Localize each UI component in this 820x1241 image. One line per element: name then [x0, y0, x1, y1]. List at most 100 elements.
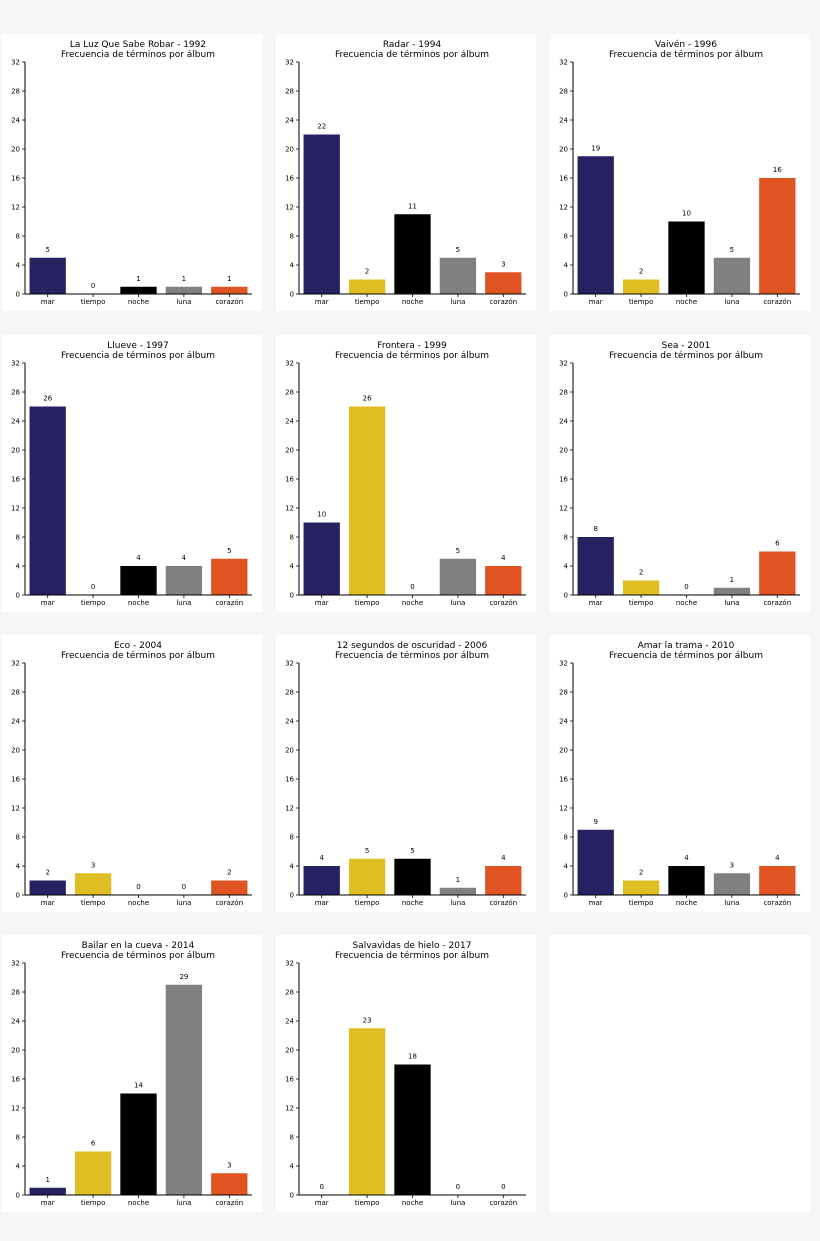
bar-coraz-n: [759, 178, 796, 294]
value-label-coraz-n: 0: [501, 1183, 505, 1191]
y-tick-label: 24: [285, 117, 294, 125]
y-tick-label: 12: [559, 805, 568, 813]
bar-tiempo: [74, 873, 112, 895]
y-tick-label: 24: [11, 418, 20, 426]
value-label-noche: 5: [410, 847, 414, 855]
x-tick-label-coraz-n: corazón: [763, 298, 791, 306]
value-label-noche: 4: [136, 554, 141, 562]
bar-tiempo: [622, 580, 660, 595]
chart-title: Salvavidas de hielo - 2017: [353, 941, 472, 951]
y-tick-label: 24: [559, 718, 568, 726]
x-tick-label-luna: luna: [176, 899, 191, 907]
value-label-coraz-n: 2: [227, 869, 231, 877]
bar-mar: [303, 866, 340, 895]
bar-coraz-n: [485, 866, 522, 895]
y-tick-label: 20: [11, 146, 20, 154]
y-tick-label: 16: [11, 476, 20, 484]
value-label-coraz-n: 5: [227, 547, 231, 555]
y-tick-label: 20: [559, 447, 568, 455]
bar-mar: [577, 829, 614, 895]
y-tick-label: 4: [564, 262, 569, 270]
value-label-coraz-n: 4: [775, 854, 780, 862]
y-tick-label: 4: [16, 262, 21, 270]
x-tick-label-mar: mar: [589, 298, 603, 306]
x-tick-label-luna: luna: [724, 899, 739, 907]
y-tick-label: 20: [285, 1047, 294, 1055]
bar-luna: [165, 286, 203, 294]
y-tick-label: 20: [559, 146, 568, 154]
value-label-mar: 4: [319, 854, 324, 862]
value-label-coraz-n: 16: [773, 166, 782, 174]
value-label-luna: 5: [730, 246, 734, 254]
y-tick-label: 8: [16, 834, 20, 842]
y-tick-label: 20: [11, 747, 20, 755]
value-label-tiempo: 2: [639, 869, 643, 877]
value-label-noche: 4: [684, 854, 689, 862]
x-tick-label-luna: luna: [724, 298, 739, 306]
y-tick-label: 32: [11, 360, 20, 368]
value-label-mar: 26: [43, 395, 52, 403]
y-tick-label: 28: [11, 989, 20, 997]
bar-mar: [303, 522, 340, 595]
y-tick-label: 4: [290, 863, 295, 871]
x-tick-label-coraz-n: corazón: [763, 899, 791, 907]
x-tick-label-mar: mar: [315, 899, 329, 907]
y-tick-label: 0: [16, 892, 20, 900]
y-tick-label: 20: [285, 146, 294, 154]
value-label-tiempo: 2: [639, 569, 643, 577]
y-tick-label: 20: [559, 747, 568, 755]
value-label-coraz-n: 1: [227, 275, 231, 283]
x-tick-label-noche: noche: [676, 599, 697, 607]
chart-title: Vaivén - 1996: [655, 39, 717, 50]
bar-mar: [577, 537, 614, 595]
y-tick-label: 16: [11, 1076, 20, 1084]
chart-subtitle: Frecuencia de términos por álbum: [61, 650, 215, 661]
y-tick-label: 24: [559, 418, 568, 426]
value-label-mar: 19: [591, 144, 600, 152]
value-label-luna: 3: [730, 861, 734, 869]
value-label-luna: 29: [179, 973, 188, 981]
x-tick-label-tiempo: tiempo: [629, 298, 654, 306]
x-tick-label-noche: noche: [128, 899, 149, 907]
y-tick-label: 28: [285, 989, 294, 997]
y-tick-label: 28: [559, 689, 568, 697]
x-tick-label-luna: luna: [450, 1199, 465, 1207]
value-label-noche: 14: [134, 1082, 143, 1090]
value-label-luna: 4: [182, 554, 187, 562]
x-tick-label-mar: mar: [41, 1199, 55, 1207]
value-label-noche: 1: [136, 275, 140, 283]
y-tick-label: 0: [290, 291, 294, 299]
x-tick-label-tiempo: tiempo: [81, 298, 106, 306]
value-label-noche: 0: [684, 583, 688, 591]
x-tick-label-mar: mar: [315, 298, 329, 306]
x-tick-label-tiempo: tiempo: [355, 899, 380, 907]
y-tick-label: 12: [285, 805, 294, 813]
x-tick-label-luna: luna: [450, 899, 465, 907]
x-tick-label-tiempo: tiempo: [81, 899, 106, 907]
y-tick-label: 32: [285, 660, 294, 668]
x-tick-label-mar: mar: [589, 599, 603, 607]
bar-luna: [439, 558, 477, 595]
value-label-coraz-n: 3: [227, 1161, 231, 1169]
bar-mar: [303, 134, 340, 294]
chart-subtitle: Frecuencia de términos por álbum: [335, 49, 489, 60]
y-tick-label: 28: [559, 88, 568, 96]
y-tick-label: 8: [290, 834, 294, 842]
y-tick-label: 32: [11, 960, 20, 968]
x-tick-label-mar: mar: [315, 599, 329, 607]
y-tick-label: 20: [285, 747, 294, 755]
y-tick-label: 32: [11, 59, 20, 67]
y-tick-label: 4: [564, 863, 569, 871]
x-tick-label-tiempo: tiempo: [81, 1199, 106, 1207]
x-tick-label-coraz-n: corazón: [215, 1199, 243, 1207]
y-tick-label: 28: [11, 389, 20, 397]
y-tick-label: 32: [285, 59, 294, 67]
y-tick-label: 16: [11, 175, 20, 183]
x-tick-label-coraz-n: corazón: [489, 1199, 517, 1207]
bar-tiempo: [348, 1028, 386, 1195]
y-tick-label: 16: [285, 175, 294, 183]
y-tick-label: 20: [11, 1047, 20, 1055]
